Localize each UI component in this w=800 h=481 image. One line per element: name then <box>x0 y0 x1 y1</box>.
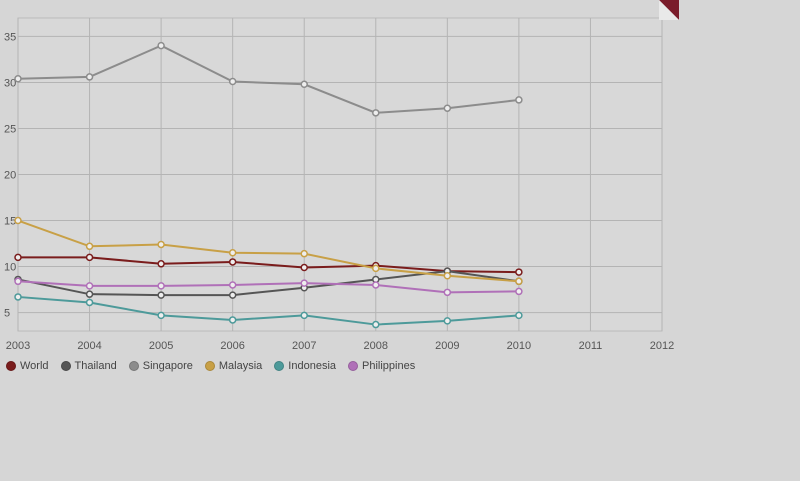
legend-swatch <box>274 361 285 371</box>
data-point <box>157 282 165 290</box>
legend-swatch <box>6 361 16 371</box>
x-tick-label: 2003 <box>6 340 30 352</box>
legend-item-thailand[interactable]: Thailand <box>60 360 117 372</box>
data-point <box>443 272 452 280</box>
x-tick-label: 2008 <box>364 340 388 352</box>
data-point <box>157 311 165 320</box>
legend-item-world[interactable]: World <box>6 360 49 372</box>
data-point <box>14 75 22 83</box>
legend: World Thailand Singapore Malaysia Indonesia P… <box>6 360 415 372</box>
data-point <box>228 249 237 257</box>
data-point <box>228 291 237 299</box>
y-tick-label: 30 <box>4 77 16 89</box>
legend-item-singapore[interactable]: Singapore <box>128 360 193 372</box>
y-tick-label: 35 <box>4 31 16 43</box>
series <box>14 41 523 329</box>
data-point <box>372 264 380 273</box>
x-tick-label: 2005 <box>149 340 173 352</box>
legend-label: Philippines <box>362 360 416 372</box>
y-tick-label: 15 <box>4 216 16 228</box>
series-line-singapore <box>17 44 520 114</box>
tick-labels: 2003 2004 2005 2006 2007 2008 2009 2010 2011 2012… <box>4 31 674 352</box>
legend-label: Malaysia <box>218 360 263 372</box>
legend-item-indonesia[interactable]: Indonesia <box>274 360 336 372</box>
y-tick-label: 10 <box>4 262 16 274</box>
data-point <box>443 104 452 112</box>
x-tick-label: 2006 <box>220 340 244 352</box>
data-point <box>300 80 308 89</box>
legend-item-malaysia[interactable]: Malaysia <box>204 360 263 372</box>
data-point <box>300 263 308 272</box>
legend-label: Singapore <box>142 360 193 372</box>
series-line-thailand <box>17 270 520 297</box>
series-line-malaysia <box>17 219 519 283</box>
x-tick-label: 2004 <box>77 340 101 352</box>
data-point <box>85 73 94 81</box>
data-point <box>228 281 237 289</box>
data-point <box>372 281 380 289</box>
x-tick-label: 2011 <box>579 340 603 352</box>
data-point <box>515 311 523 320</box>
legend-swatch <box>128 361 139 371</box>
y-tick-label: 25 <box>4 123 16 135</box>
data-point <box>228 258 237 266</box>
data-point <box>515 268 523 276</box>
data-point <box>157 291 165 299</box>
data-point <box>14 216 22 225</box>
series-line-indonesia <box>17 295 519 326</box>
legend-swatch <box>60 361 71 371</box>
data-point <box>300 311 308 320</box>
series-line-philippines <box>17 280 519 294</box>
x-tick-label: 2010 <box>507 340 531 352</box>
legend-label: World <box>20 360 49 372</box>
data-point <box>515 277 523 286</box>
data-point <box>14 253 22 262</box>
data-point <box>157 41 165 50</box>
data-point <box>157 260 165 268</box>
y-tick-label: 20 <box>4 170 16 182</box>
data-point <box>85 253 94 262</box>
x-tick-label: 2012 <box>650 340 674 352</box>
legend-swatch <box>204 361 215 371</box>
legend-label: Thailand <box>74 360 117 372</box>
data-point <box>85 290 94 298</box>
data-point <box>228 77 237 86</box>
series-line-world <box>18 256 519 274</box>
corner-fold-icon[interactable] <box>659 0 679 20</box>
data-point <box>300 249 308 258</box>
data-point <box>300 279 308 287</box>
legend-item-philippines[interactable]: Philippines <box>348 360 415 372</box>
x-tick-label: 2009 <box>435 340 459 352</box>
data-point <box>372 109 380 117</box>
data-point <box>443 288 452 297</box>
data-point <box>85 242 94 251</box>
data-point <box>14 293 22 301</box>
data-point <box>228 316 237 324</box>
data-point <box>85 298 94 307</box>
data-point <box>515 287 523 296</box>
legend-swatch <box>348 361 359 371</box>
data-point <box>443 317 452 325</box>
data-point <box>372 320 380 329</box>
data-point <box>85 282 94 290</box>
data-point <box>515 96 523 104</box>
legend-label: Indonesia <box>288 360 337 372</box>
x-tick-label: 2007 <box>292 340 316 352</box>
y-tick-label: 5 <box>4 308 10 320</box>
data-point <box>14 277 22 286</box>
data-point <box>157 240 165 249</box>
